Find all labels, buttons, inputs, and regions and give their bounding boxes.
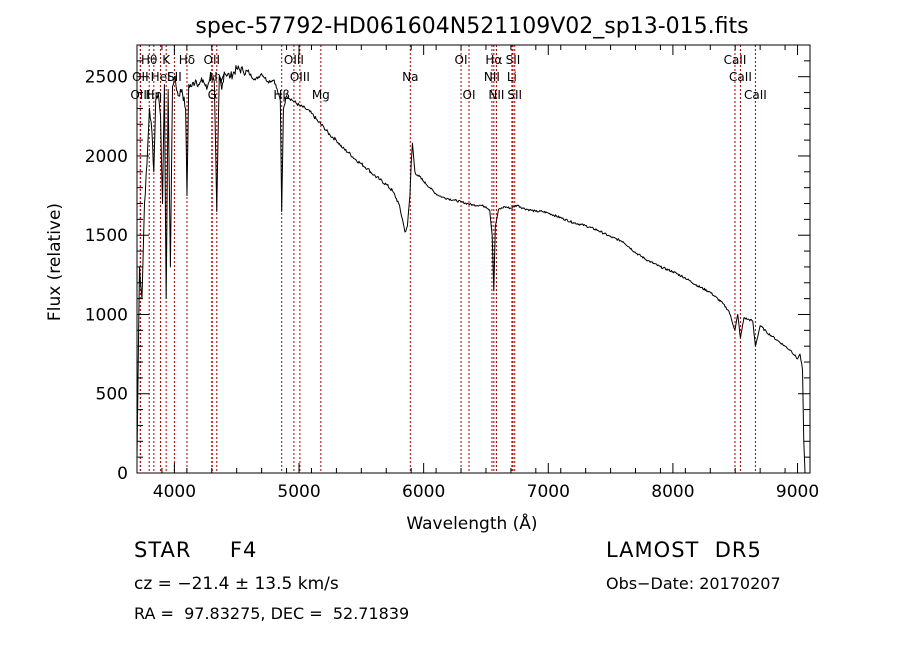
spectral-line-label: NII <box>488 88 504 102</box>
spectral-line-label: Hθ <box>141 53 157 67</box>
redshift-label: cz = −21.4 ± 13.5 km/s <box>134 574 339 594</box>
spectral-line-label: Li <box>507 70 517 84</box>
survey-label: LAMOST DR5 <box>606 538 762 562</box>
spectral-line-label: CaII <box>724 53 747 67</box>
x-axis-label: Wavelength (Å) <box>406 512 537 534</box>
y-tick-label: 2500 <box>85 68 128 88</box>
x-tick-label: 8000 <box>651 482 694 502</box>
coordinates-label: RA = 97.83275, DEC = 52.71839 <box>134 604 410 623</box>
y-axis-label: Flux (relative) <box>45 203 65 321</box>
spectral-line-markers: HθKHδOIIOIIIOIHαSIICaIIOIIHeISIIHγOIIINa… <box>130 45 767 473</box>
spectral-line-label: OIII <box>130 88 150 102</box>
chart-title: spec-57792-HD061604N521109V02_sp13-015.f… <box>195 14 748 39</box>
x-tick-label: 7000 <box>527 482 570 502</box>
spectral-line-label: Hα <box>485 53 502 67</box>
spectral-line-label: OIII <box>290 70 310 84</box>
plot-data-area <box>136 64 806 474</box>
spectrum-line <box>136 64 806 474</box>
y-tick-label: 0 <box>117 464 128 484</box>
observation-date-label: Obs−Date: 20170207 <box>606 574 781 593</box>
axes: 4000 5000 6000 7000 8000 9000 0 500 1000 1500 2000… <box>85 45 819 502</box>
spectral-line-label: HeI <box>151 70 171 84</box>
y-tick-label: 1000 <box>85 305 128 325</box>
spectral-line-label: NII <box>484 70 500 84</box>
spectral-line-label: OI <box>455 53 468 67</box>
spectral-line-label: OI <box>463 88 476 102</box>
spectral-line-label: Hγ <box>209 70 225 84</box>
x-tick-label: 6000 <box>402 482 445 502</box>
spectral-line-label: K <box>162 53 171 67</box>
spectral-line-label: Na <box>402 70 418 84</box>
spectral-line-label: OII <box>204 53 221 67</box>
y-tick-label: 500 <box>96 385 128 405</box>
x-tick-label: 9000 <box>776 482 819 502</box>
x-tick-label: 4000 <box>153 482 196 502</box>
spectral-line-label: OIII <box>284 53 304 67</box>
plot-frame <box>136 44 811 474</box>
spectral-line-label: Hβ <box>273 88 290 102</box>
star-class-label: STAR F4 <box>134 538 258 562</box>
spectral-line-label: Hη <box>146 88 163 102</box>
y-tick-label: 1500 <box>85 226 128 246</box>
spectral-line-label: Hδ <box>179 53 195 67</box>
spectral-line-label: CaII <box>729 70 752 84</box>
spectral-line-label: SII <box>507 88 522 102</box>
x-tick-label: 5000 <box>277 482 320 502</box>
y-tick-label: 2000 <box>85 147 128 167</box>
spectral-line-label: Mg <box>312 88 330 102</box>
spectral-line-label: G <box>208 88 217 102</box>
spectral-line-label: SII <box>506 53 521 67</box>
spectral-line-label: CaII <box>744 88 767 102</box>
